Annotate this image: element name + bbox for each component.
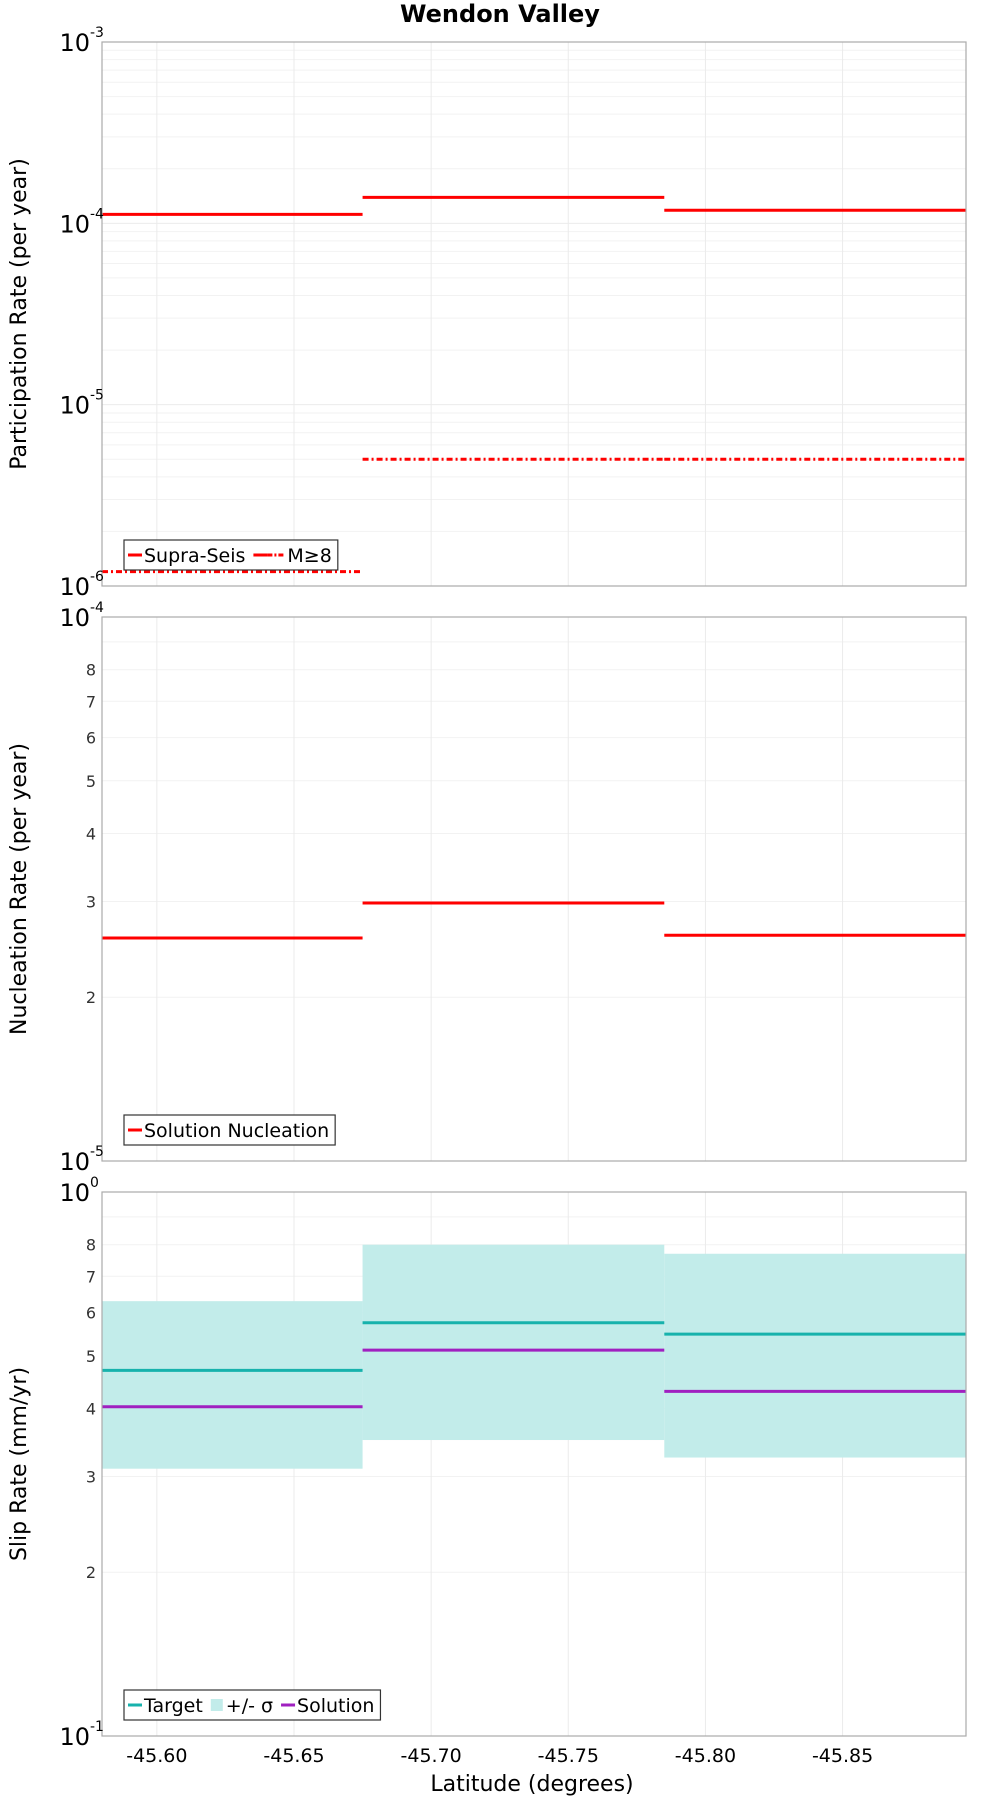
y-minor-tick-label: 4 [86,1399,96,1418]
y-axis-label: Nucleation Rate (per year) [7,743,32,1035]
legend-label: Target [143,1695,203,1717]
y-tick-exponent: -4 [90,206,104,222]
band-segment [362,1244,665,1441]
y-major-tick-label: 10 0 [59,1175,98,1207]
y-major-tick-label: 10 -6 [59,569,104,601]
y-tick-exponent: -1 [90,1719,104,1735]
x-tick-labels: -45.60 -45.65 -45.70 -45.75 -45.80 -45.85 [126,1745,873,1767]
y-major-tick-label: 10 -1 [59,1719,104,1751]
legend-item: M≥8 [253,545,332,567]
legend-item: Solution Nucleation [128,1120,329,1142]
y-tick-base: 10 [59,29,90,57]
legend-participation: Supra-Seis M≥8 [123,539,339,571]
legend-box [123,1689,382,1721]
y-tick-base: 10 [59,1723,90,1751]
grid-participation [102,42,966,587]
plot-frame [101,616,967,1162]
y-minor-tick-label: 6 [86,1304,96,1323]
y-minor-tick-label: 3 [86,892,96,911]
y-tick-exponent: -4 [90,600,104,616]
y-minor-tick-label: 3 [86,1467,96,1486]
x-tick-label: -45.75 [538,1745,599,1767]
band-segment [102,1301,363,1469]
x-tick-label: -45.70 [401,1745,462,1767]
y-tick-base: 10 [59,604,90,632]
legend-swatch [210,1699,223,1711]
y-axis-label: Slip Rate (mm/yr) [7,1367,32,1561]
y-tick-base: 10 [59,392,90,420]
y-major-tick-label: 10 -3 [59,25,104,57]
legend-label: M≥8 [287,545,331,567]
y-tick-base: 10 [59,1179,90,1207]
grid-nucleation [102,617,966,1162]
chart-title: Wendon Valley [400,0,600,28]
x-axis-label: Latitude (degrees) [430,1772,633,1797]
legend-item: Solution [281,1695,374,1717]
legend-box [123,1114,336,1146]
plot-area-participation [102,195,966,574]
y-tick-exponent: -3 [90,25,104,41]
x-tick-label: -45.80 [675,1745,736,1767]
y-minor-tick-label: 5 [86,1347,96,1366]
y-major-tick-label: 10 -4 [59,600,104,632]
legend-label: Solution [297,1695,374,1717]
y-tick-exponent: -6 [90,569,104,585]
y-minor-tick-label: 8 [86,1236,96,1255]
y-minor-tick-label: 5 [86,772,96,791]
y-tick-exponent: 0 [90,1175,99,1191]
x-tick-label: -45.60 [126,1745,187,1767]
y-tick-base: 10 [59,573,90,601]
y-minor-tick-label: 7 [86,692,96,711]
y-tick-exponent: -5 [90,1144,104,1160]
band-segment [664,1253,966,1458]
legend-label: Supra-Seis [144,545,245,567]
legend-item: Supra-Seis [128,545,245,567]
y-major-tick-label: 10 -4 [59,206,104,238]
y-minor-tick-label: 7 [86,1267,96,1286]
y-minor-tick-label: 2 [86,988,96,1007]
x-tick-label: -45.65 [263,1745,324,1767]
legend-nucleation: Solution Nucleation [123,1114,336,1146]
y-axis-label: Participation Rate (per year) [7,158,32,470]
y-major-tick-label: 10 -5 [59,1144,104,1176]
legend-label: Solution Nucleation [144,1120,329,1142]
legend-slip: Target +/- σ Solution [123,1689,382,1721]
plot-area-slip [102,1244,966,1469]
plot-frame [101,1191,967,1737]
y-tick-base: 10 [59,210,90,238]
y-tick-base: 10 [59,1148,90,1176]
y-minor-tick-label: 4 [86,824,96,843]
y-minor-tick-label: 6 [86,729,96,748]
legend-item: Target [128,1695,203,1717]
y-minor-tick-label: 2 [86,1563,96,1582]
plot-area-nucleation [102,901,966,940]
legend-box [123,539,339,571]
y-tick-exponent: -5 [90,388,104,404]
legend-item: +/- σ [210,1695,273,1717]
plot-frame [101,41,967,587]
x-tick-label: -45.85 [812,1745,873,1767]
legend-label: +/- σ [226,1695,273,1717]
y-minor-tick-label: 8 [86,661,96,680]
y-major-tick-label: 10 -5 [59,388,104,420]
